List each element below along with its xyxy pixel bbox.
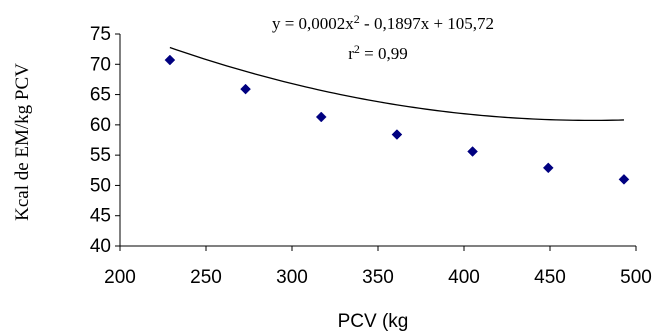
trendline bbox=[169, 46, 624, 122]
x-tick-label: 350 bbox=[362, 267, 394, 288]
y-tick-label: 75 bbox=[90, 24, 111, 45]
trendline-equation: y = 0,0002x2 - 0,1897x + 105,72 bbox=[272, 12, 494, 33]
data-point bbox=[164, 54, 176, 66]
y-tick-label: 60 bbox=[90, 115, 111, 136]
y-tick-label: 50 bbox=[90, 175, 111, 196]
x-axis-label: PCV (kg bbox=[338, 311, 409, 332]
y-tick-label: 65 bbox=[90, 85, 111, 106]
x-tick-label: 450 bbox=[534, 267, 566, 288]
y-tick-label: 55 bbox=[90, 145, 111, 166]
x-tick-label: 400 bbox=[448, 267, 480, 288]
y-tick-label: 40 bbox=[90, 236, 111, 257]
data-point bbox=[542, 162, 554, 174]
data-point bbox=[315, 111, 327, 123]
y-tick-label: 45 bbox=[90, 206, 111, 227]
plot-area: 40 45 50 55 60 65 70 75 200 250 300 350 400 450 500 bbox=[90, 24, 652, 288]
x-tick-label: 250 bbox=[190, 267, 222, 288]
data-point bbox=[467, 146, 478, 157]
data-point bbox=[391, 129, 403, 140]
y-tick-label: 70 bbox=[90, 54, 111, 75]
x-tick-label: 300 bbox=[276, 267, 308, 288]
r-squared-label: r2 = 0,99 bbox=[348, 42, 408, 63]
x-tick-label: 500 bbox=[620, 267, 652, 288]
data-point bbox=[240, 83, 251, 95]
data-point bbox=[618, 174, 630, 185]
y-axis-label: Kcal de EM/kg PCV bbox=[12, 63, 33, 221]
x-tick-label: 200 bbox=[104, 267, 136, 288]
